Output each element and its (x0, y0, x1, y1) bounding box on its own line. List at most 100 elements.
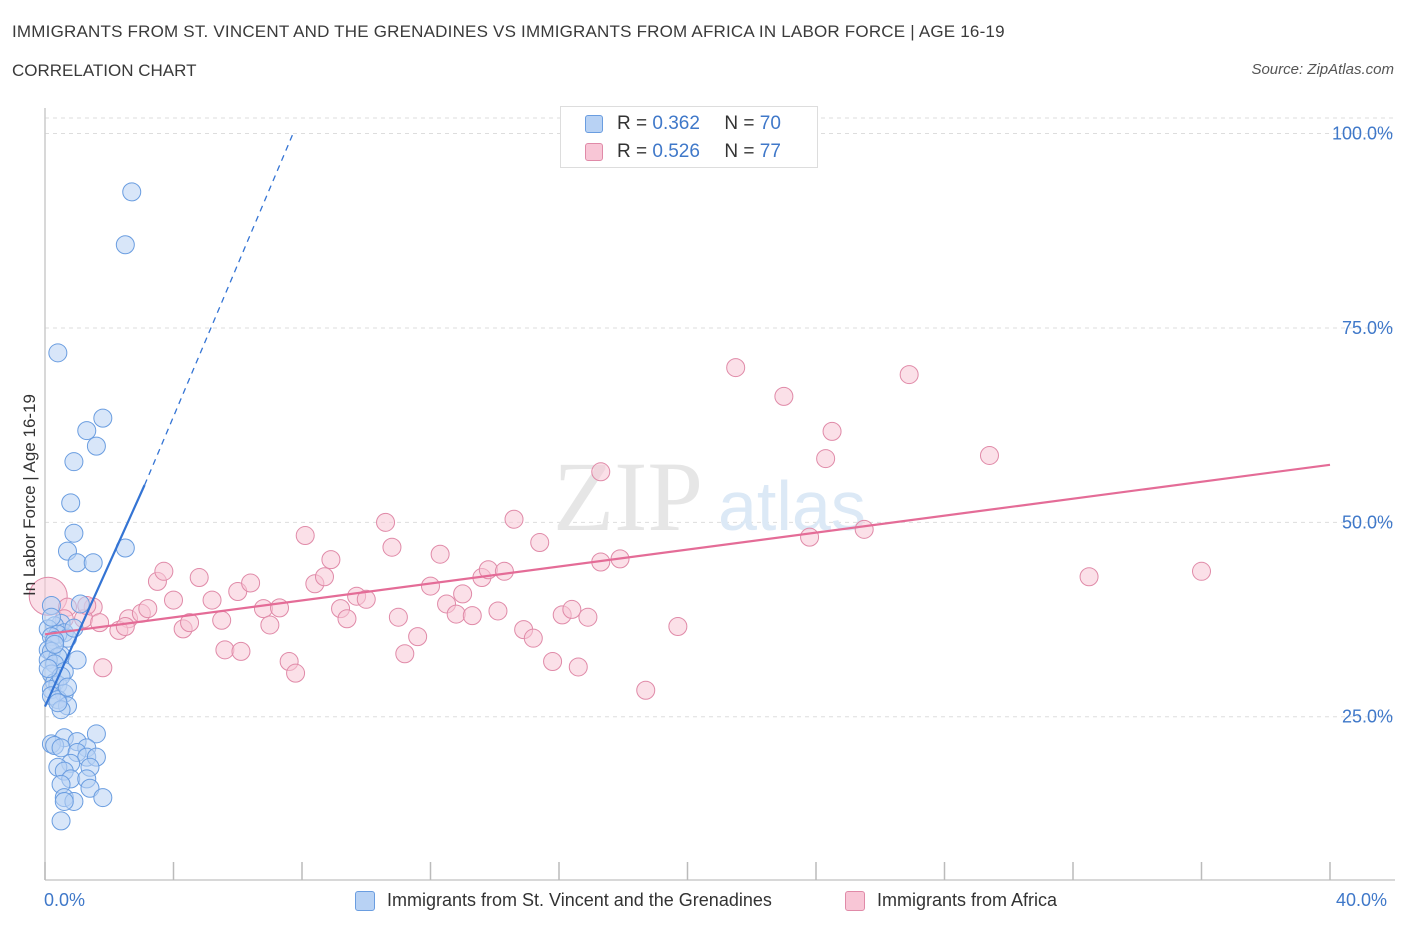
africa-point (453, 584, 473, 604)
trend-lines (43, 134, 1331, 708)
africa-point (295, 526, 315, 546)
blue-series-points (38, 182, 142, 831)
legend-label: Immigrants from Africa (877, 890, 1058, 910)
africa-point (202, 590, 222, 610)
r-label: R = (617, 141, 653, 162)
st-vincent-point (45, 634, 65, 654)
pink-swatch (585, 143, 603, 161)
st-vincent-point (83, 553, 103, 573)
r-label: R = (617, 113, 653, 134)
africa-trend-line (44, 463, 1331, 636)
n-label: N = (724, 141, 760, 162)
stats-legend-row-blue: R = 0.362 N = 70 (585, 112, 781, 136)
africa-point (138, 599, 158, 619)
legend-item-africa[interactable]: Immigrants from Africa (845, 890, 1057, 911)
africa-point (446, 604, 466, 624)
africa-point (899, 365, 919, 385)
africa-point (800, 527, 820, 547)
africa-point (1192, 561, 1211, 581)
africa-point (395, 644, 415, 664)
y-tick-label: 100.0% (1332, 124, 1393, 144)
st-vincent-point (67, 553, 87, 573)
africa-point (260, 615, 280, 635)
st-vincent-trend-extension (143, 134, 293, 486)
st-vincent-point (122, 182, 142, 202)
stats-legend: R = 0.362 N = 70 R = 0.526 N = 77 (560, 106, 818, 168)
africa-point (241, 573, 261, 593)
st-vincent-point (41, 607, 61, 627)
africa-point (591, 462, 611, 482)
africa-point (430, 544, 450, 564)
africa-point (462, 606, 482, 626)
africa-point (212, 610, 232, 630)
st-vincent-point (115, 235, 135, 255)
africa-point (164, 590, 183, 610)
africa-point (356, 589, 376, 609)
r-value: 0.362 (652, 113, 700, 134)
africa-point (115, 617, 135, 637)
n-value: 77 (759, 141, 781, 162)
africa-point (979, 445, 999, 465)
africa-point (337, 609, 357, 629)
st-vincent-point (38, 659, 58, 679)
watermark: ZIP atlas (553, 441, 866, 552)
africa-point (388, 607, 408, 627)
st-vincent-point (80, 778, 100, 798)
africa-point (578, 607, 598, 627)
africa-point (231, 641, 251, 661)
africa-point (494, 561, 514, 581)
y-tick-labels: 25.0% 50.0% 75.0% 100.0% (1332, 124, 1393, 727)
st-vincent-point (54, 791, 74, 811)
africa-point (523, 628, 543, 648)
x-axis-min-label: 0.0% (44, 890, 86, 910)
africa-point (854, 519, 874, 539)
africa-point (189, 568, 209, 588)
africa-point (668, 617, 688, 637)
y-tick-label: 50.0% (1342, 512, 1393, 532)
chart-title: IMMIGRANTS FROM ST. VINCENT AND THE GREN… (12, 22, 1005, 41)
africa-point (774, 386, 794, 406)
y-tick-label: 25.0% (1342, 707, 1393, 727)
africa-point (726, 358, 746, 378)
st-vincent-point (48, 693, 68, 713)
st-vincent-point (77, 421, 97, 441)
africa-point (421, 576, 440, 596)
africa-point (314, 567, 334, 587)
africa-point (1079, 567, 1099, 587)
st-vincent-point (93, 408, 113, 428)
legend-item-st-vincent[interactable]: Immigrants from St. Vincent and the Gren… (355, 890, 772, 911)
st-vincent-trend-line (43, 484, 146, 708)
st-vincent-point (48, 343, 68, 363)
africa-point (568, 657, 588, 677)
africa-point (816, 449, 836, 469)
st-vincent-point (64, 523, 84, 543)
africa-point (530, 533, 550, 553)
st-vincent-point (86, 724, 106, 744)
gridlines (45, 117, 1395, 718)
africa-point (408, 627, 428, 647)
chart-subtitle: CORRELATION CHART (12, 61, 197, 80)
st-vincent-point (93, 788, 113, 808)
africa-point (382, 537, 402, 557)
r-value: 0.526 (652, 141, 700, 162)
stats-legend-row-pink: R = 0.526 N = 77 (585, 140, 781, 164)
africa-point (543, 652, 563, 672)
africa-point (180, 613, 200, 633)
st-vincent-point (70, 594, 90, 614)
blue-swatch (355, 890, 375, 911)
africa-point (636, 680, 656, 700)
y-tick-label: 75.0% (1342, 318, 1393, 338)
pink-swatch (845, 890, 865, 911)
n-value: 70 (759, 113, 781, 134)
africa-point (286, 663, 306, 683)
st-vincent-point (57, 677, 77, 697)
y-axis-label: In Labor Force | Age 16-19 (20, 394, 39, 596)
legend-label: Immigrants from St. Vincent and the Gren… (387, 890, 772, 910)
st-vincent-point (67, 650, 87, 670)
africa-point (93, 658, 113, 678)
africa-point (488, 601, 508, 621)
series-legend: Immigrants from St. Vincent and the Gren… (0, 890, 1406, 916)
africa-point (253, 599, 273, 619)
st-vincent-point (61, 493, 81, 513)
